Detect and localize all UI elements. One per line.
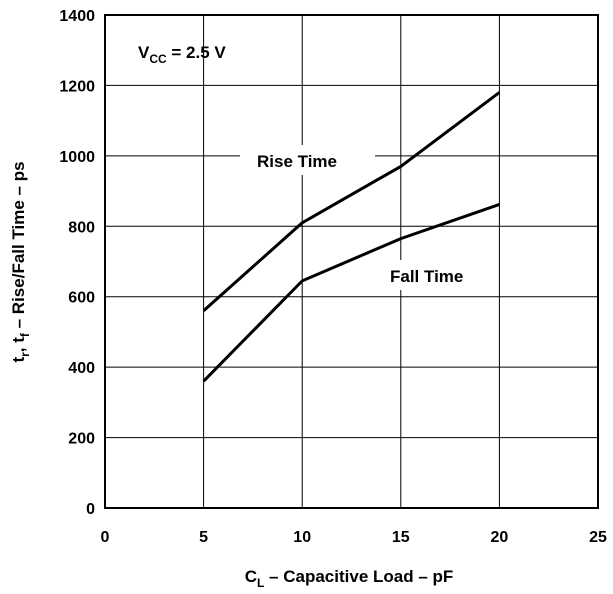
y-label-s1: r	[18, 352, 32, 357]
y-axis-label: tr, tf – Rise/Fall Time – ps	[9, 161, 32, 362]
vcc-main: V	[138, 43, 150, 62]
y-tick-labels: 0 200 400 600 800 1000 1200 1400	[59, 8, 95, 518]
vcc-rest: = 2.5 V	[167, 43, 227, 62]
series-label-rise-time: Rise Time	[257, 152, 337, 171]
y-tick-label: 0	[86, 501, 95, 518]
x-tick-label: 20	[491, 529, 509, 546]
y-tick-label: 1400	[59, 8, 95, 25]
y-tick-label: 600	[68, 290, 95, 307]
x-tick-label: 5	[199, 529, 208, 546]
y-tick-label: 1200	[59, 78, 95, 95]
y-tick-label: 400	[68, 360, 95, 377]
y-tick-label: 800	[68, 219, 95, 236]
x-tick-label: 10	[293, 529, 311, 546]
x-label-main: C	[245, 567, 257, 586]
y-label-rest: – Rise/Fall Time – ps	[9, 161, 28, 333]
fall-label-bg	[378, 260, 496, 290]
series-line-rise-time	[202, 91, 501, 312]
y-label-p1: t	[9, 357, 28, 363]
x-axis-label: CL – Capacitive Load – pF	[245, 567, 454, 590]
grid-lines	[105, 15, 598, 508]
y-tick-label: 1000	[59, 149, 95, 166]
plot-frame	[104, 14, 599, 509]
vcc-annotation: VCC = 2.5 V	[138, 43, 226, 66]
y-label-s2: f	[18, 332, 32, 337]
x-label-rest: – Capacitive Load – pF	[264, 567, 453, 586]
x-tick-label: 15	[392, 529, 410, 546]
x-tick-label: 25	[589, 529, 607, 546]
x-tick-label: 0	[101, 529, 110, 546]
y-tick-label: 200	[68, 431, 95, 448]
x-label-subscript: L	[257, 576, 264, 590]
vcc-subscript: CC	[149, 52, 167, 66]
y-label-p2: , t	[9, 337, 28, 352]
x-tick-labels: 0 5 10 15 20 25	[101, 529, 607, 546]
series-lines	[202, 91, 501, 383]
series-label-fall-time: Fall Time	[390, 267, 463, 286]
series-line-fall-time	[202, 203, 500, 383]
rise-label-bg	[240, 145, 375, 175]
